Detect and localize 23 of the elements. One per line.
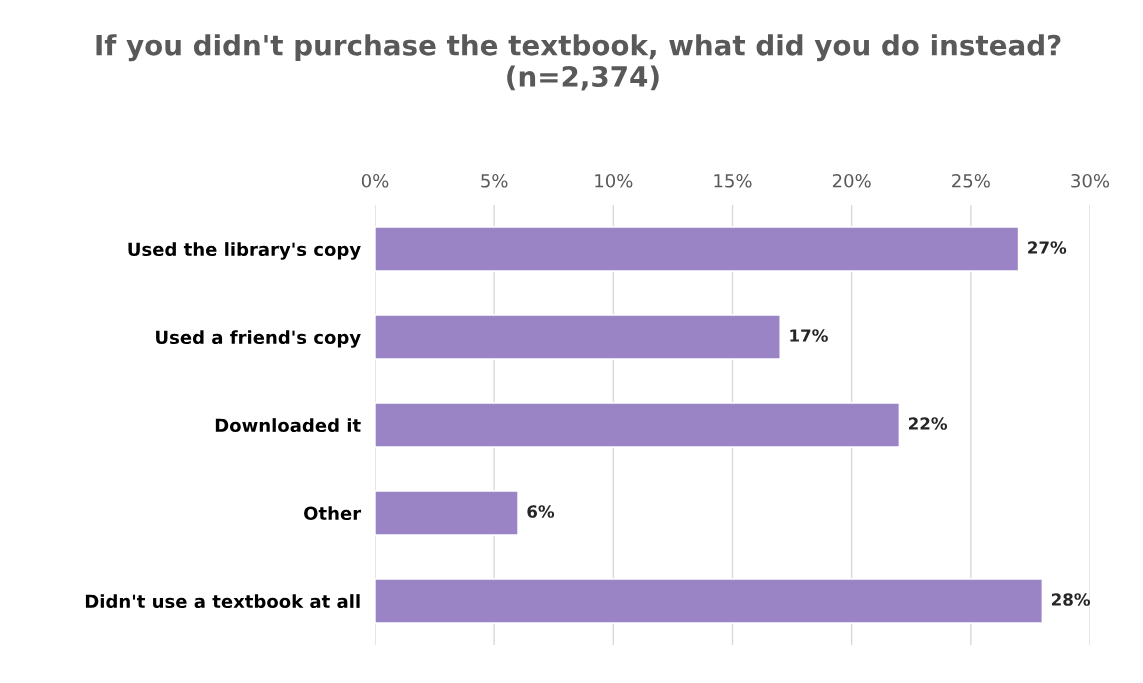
x-tick-label: 0% — [361, 173, 389, 188]
data-label: 6% — [527, 505, 555, 518]
x-tick-label: 15% — [714, 173, 752, 188]
x-tick-label: 10% — [595, 173, 633, 188]
bar — [375, 226, 1020, 272]
bar — [375, 402, 901, 448]
bar — [375, 490, 519, 536]
x-tick-label: 20% — [832, 173, 871, 188]
x-tick-label: 30% — [1071, 173, 1110, 188]
y-tick-label: Other — [304, 506, 362, 521]
chart-title: If you didn't purchase the textbook, what did you do instead? (n=2,374) — [96, 34, 1061, 91]
x-tick-label: 5% — [481, 173, 508, 188]
bar — [375, 578, 1044, 624]
data-label: 17% — [790, 329, 828, 342]
data-label: 28% — [1051, 593, 1091, 606]
data-label: 22% — [908, 417, 948, 430]
y-tick-label: Used the library's copy — [128, 242, 361, 260]
data-label: 27% — [1028, 241, 1067, 254]
y-tick-label: Didn't use a textbook at all — [85, 594, 360, 609]
y-tick-label: Downloaded it — [215, 418, 361, 433]
x-tick-label: 25% — [952, 173, 990, 188]
bar — [375, 314, 781, 360]
y-tick-label: Used a friend's copy — [156, 330, 361, 348]
